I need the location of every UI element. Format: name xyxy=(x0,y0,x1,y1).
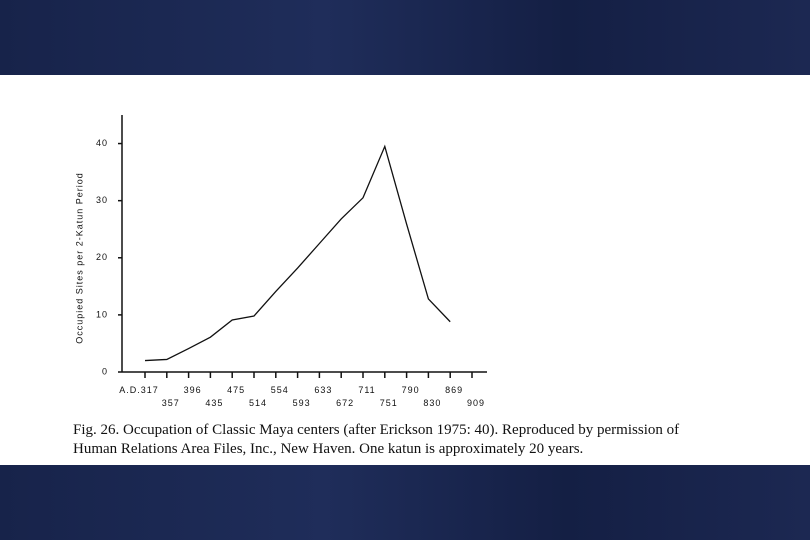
caption: Human Relations Area Files, Inc., New Ha… xyxy=(73,441,583,457)
x-tick-label: 396 xyxy=(184,385,202,395)
x-tick-label: 751 xyxy=(380,398,398,408)
x-tick-label: 909 xyxy=(467,398,485,408)
y-tick-label: 30 xyxy=(96,195,108,205)
bottom-band xyxy=(0,465,810,540)
x-tick-label: 554 xyxy=(271,385,289,395)
x-tick-label: 357 xyxy=(162,398,180,408)
x-tick-label: 593 xyxy=(293,398,311,408)
caption: Fig. 26. Occupation of Classic Maya cent… xyxy=(73,422,679,438)
x-tick-label: 830 xyxy=(423,398,441,408)
y-tick-label: 0 xyxy=(102,366,108,376)
x-tick-label: 711 xyxy=(358,385,375,395)
x-tick-label: A.D.317 xyxy=(119,385,159,395)
x-tick-label: 435 xyxy=(205,398,223,408)
y-tick-label: 40 xyxy=(96,138,108,148)
y-axis-label: Occupied Sites per 2-Katun Period xyxy=(74,172,84,344)
x-tick-label: 633 xyxy=(314,385,332,395)
data-line xyxy=(144,144,451,362)
x-tick-label: 790 xyxy=(402,385,420,395)
y-tick-label: 20 xyxy=(96,252,108,262)
x-tick-label: 869 xyxy=(445,385,463,395)
top-band xyxy=(0,0,810,75)
x-tick-label: 672 xyxy=(336,398,354,408)
y-tick-label: 10 xyxy=(96,309,108,319)
x-tick-label: 514 xyxy=(249,398,267,408)
x-tick-label: 475 xyxy=(227,385,245,395)
